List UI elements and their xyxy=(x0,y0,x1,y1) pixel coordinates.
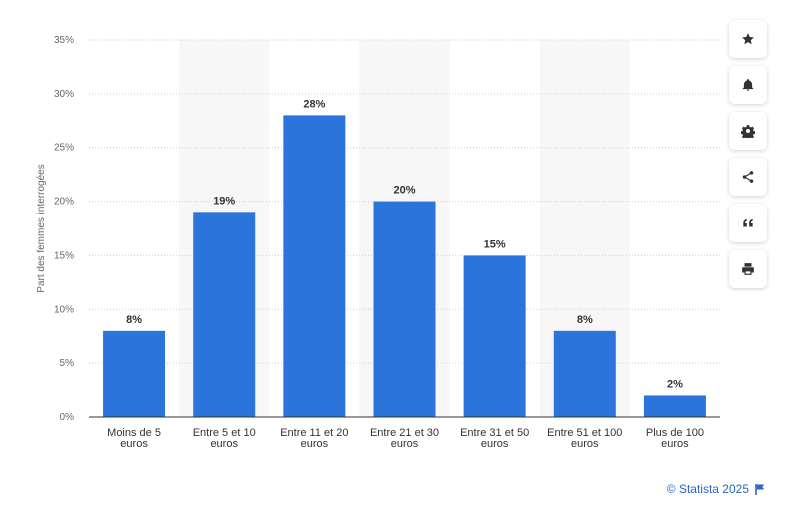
y-tick-label: 25% xyxy=(54,143,74,154)
flag-icon xyxy=(755,483,765,495)
y-tick-label: 30% xyxy=(54,89,74,100)
bar xyxy=(283,115,346,418)
data-label: 8% xyxy=(577,314,593,326)
data-label: 20% xyxy=(393,185,415,197)
quote-icon xyxy=(743,218,753,227)
bar xyxy=(373,201,436,417)
favorite-button[interactable] xyxy=(729,20,767,58)
statista-credit-link[interactable]: © Statista 2025 xyxy=(667,482,765,496)
gear-icon xyxy=(741,125,755,138)
y-tick-label: 35% xyxy=(54,35,74,46)
data-label: 15% xyxy=(484,238,506,250)
y-tick-label: 20% xyxy=(54,197,74,208)
y-tick-label: 5% xyxy=(60,358,75,369)
y-axis-label: Part des femmes interrogées xyxy=(36,164,47,292)
y-tick-label: 15% xyxy=(54,250,74,261)
cite-button[interactable] xyxy=(729,204,767,242)
bar xyxy=(553,330,616,417)
bar xyxy=(103,330,166,417)
y-tick-label: 10% xyxy=(54,304,74,315)
toolbar xyxy=(729,20,767,296)
x-tick-label: Entre 11 et 20 euros xyxy=(280,427,348,450)
star-icon xyxy=(742,33,754,45)
share-button[interactable] xyxy=(729,158,767,196)
x-tick-label: Entre 21 et 30 euros xyxy=(370,427,439,450)
x-tick-label: Entre 31 et 50 euros xyxy=(460,427,529,450)
bar xyxy=(463,255,526,417)
bar xyxy=(643,395,706,417)
notification-button[interactable] xyxy=(729,66,767,104)
settings-button[interactable] xyxy=(729,112,767,150)
data-label: 19% xyxy=(213,195,235,207)
share-icon xyxy=(742,171,754,183)
x-tick-label: Plus de 100 euros xyxy=(646,427,704,450)
bell-icon xyxy=(742,79,754,91)
x-tick-label: Moins de 5 euros xyxy=(107,427,161,450)
data-label: 2% xyxy=(667,378,683,390)
x-tick-label: Entre 51 et 100 euros xyxy=(547,427,622,450)
print-icon xyxy=(742,263,754,275)
print-button[interactable] xyxy=(729,250,767,288)
data-label: 28% xyxy=(303,98,325,110)
y-tick-label: 0% xyxy=(60,412,75,423)
x-tick-label: Entre 5 et 10 euros xyxy=(193,427,256,450)
credit-text: © Statista 2025 xyxy=(666,482,749,496)
bar xyxy=(193,212,256,417)
data-label: 8% xyxy=(126,314,142,326)
